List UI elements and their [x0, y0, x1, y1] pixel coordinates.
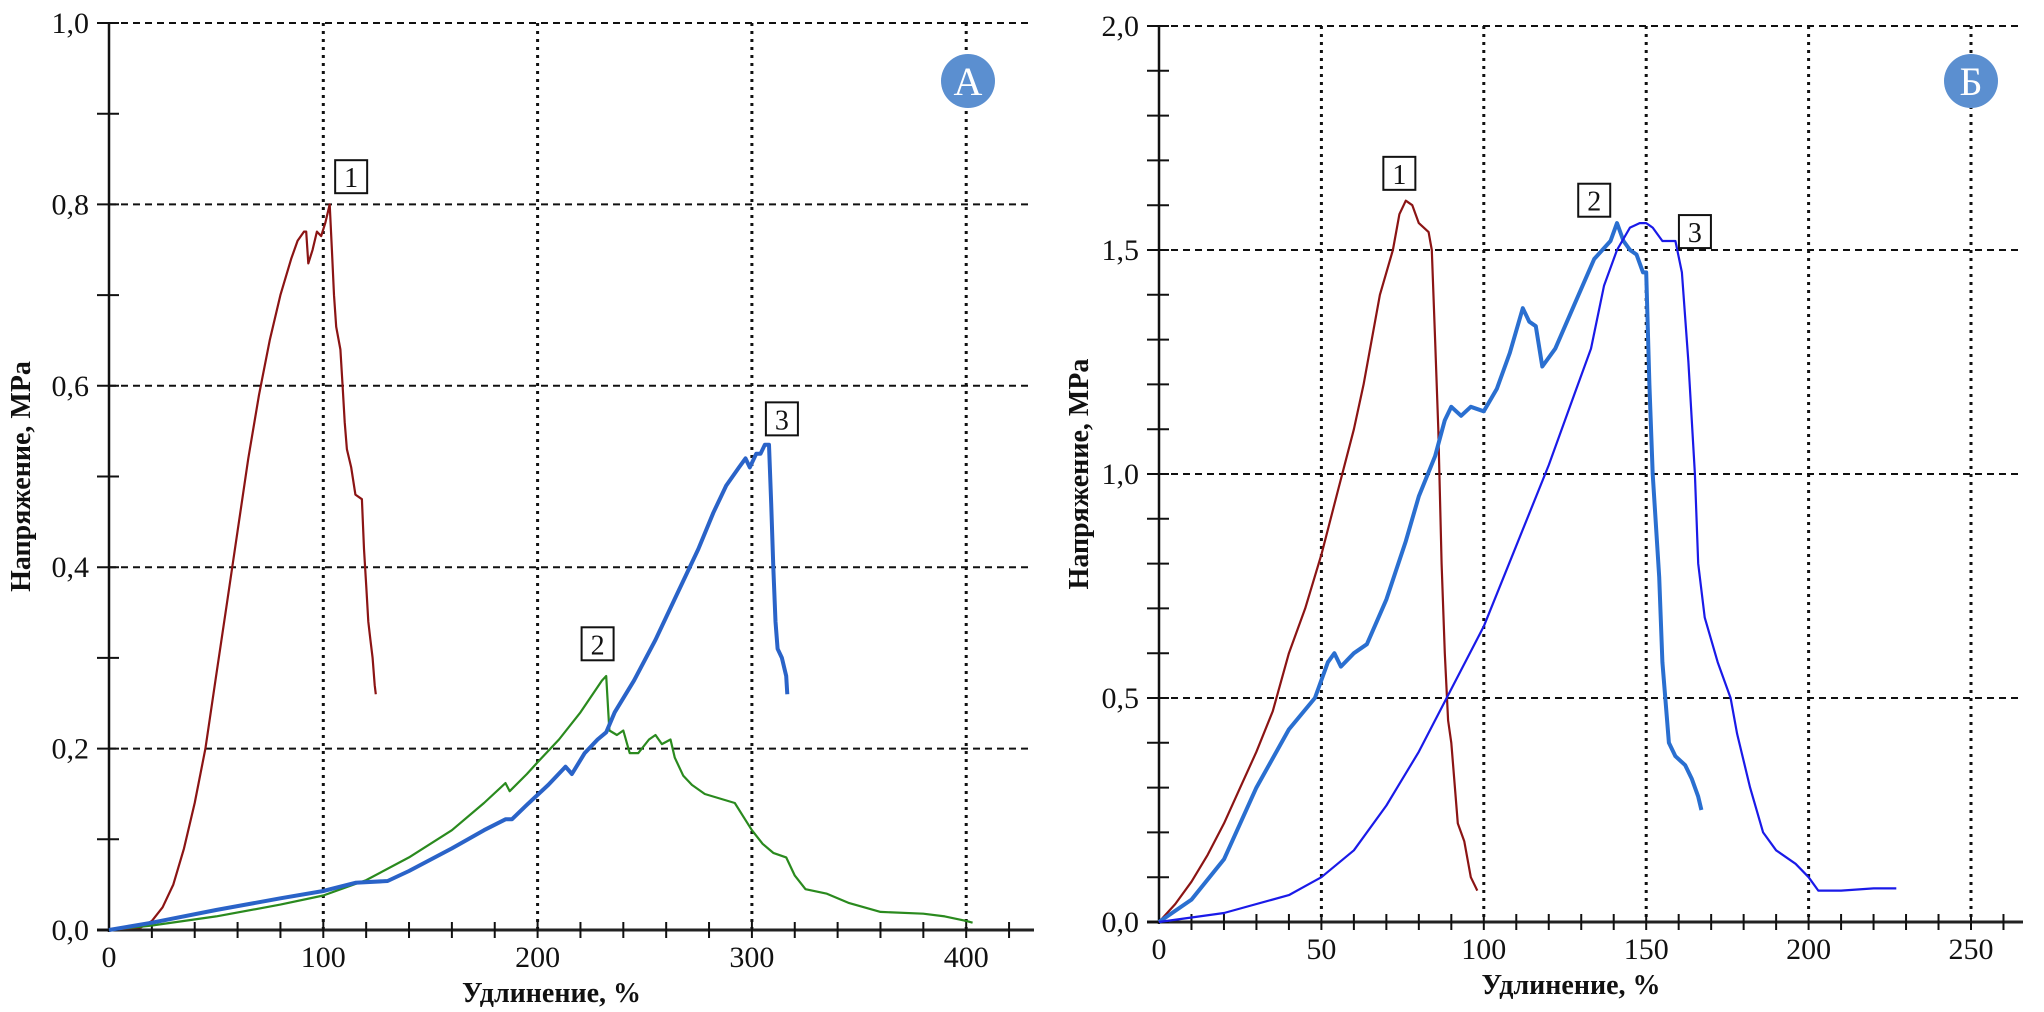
y-tick-label: 0,0 [52, 914, 90, 947]
x-tick-label: 200 [515, 941, 560, 974]
x-tick-label: 300 [729, 941, 774, 974]
y-tick-label: 2,0 [1102, 10, 1140, 43]
chart-panel-a: 0,0 0,2 0,4 0,6 0,8 1,0 0 100 200 300 400 Удлинение… [6, 7, 1034, 1009]
x-tick-label: 400 [944, 941, 989, 974]
y-axis-title: Напряжение, MPa [6, 361, 37, 592]
series-line-1 [1158, 199, 1479, 923]
series-label-text: 1 [1392, 160, 1406, 191]
y-tick-label: 1,5 [1102, 234, 1140, 267]
series-label-text: 1 [344, 163, 358, 194]
x-tick-label: 150 [1624, 933, 1669, 966]
series-label-3: 3 [764, 401, 799, 437]
series-line-2 [108, 674, 973, 932]
series-line-3 [1158, 222, 1897, 924]
series-label-1: 1 [334, 159, 369, 195]
grid [1159, 25, 2019, 922]
x-tick-label: 100 [301, 941, 346, 974]
panel-badge-circle [1944, 54, 1998, 108]
series-label-box [334, 159, 369, 195]
x-axis-title: Удлинение, % [1481, 970, 1660, 1001]
y-tick-label: 0,2 [52, 733, 90, 766]
y-tick-label: 0,8 [52, 188, 90, 221]
panel-badge-circle [941, 54, 995, 108]
x-tick-label: 50 [1306, 933, 1336, 966]
series-label-box [580, 626, 615, 662]
chart-panel-b: 0,0 0,5 1,0 1,5 2,0 0 50 100 150 200 250 Удлинение,… [1064, 10, 2023, 1001]
panel-badge: А [941, 54, 995, 108]
series-label-text: 3 [1688, 218, 1702, 249]
x-tick-label: 250 [1949, 933, 1994, 966]
series-label-3: 3 [1677, 214, 1712, 250]
y-axis-title: Напряжение, MPa [1064, 359, 1095, 590]
series-label-1: 1 [1382, 155, 1417, 191]
y-tick-label: 1,0 [52, 7, 90, 40]
series-label-box [764, 401, 799, 437]
panel-badge-letter: Б [1960, 59, 1983, 104]
panel-badge-letter: А [954, 59, 983, 104]
series-label-2: 2 [1577, 182, 1612, 218]
series-label-text: 2 [591, 630, 605, 661]
series-label-text: 2 [1587, 187, 1601, 218]
series-line-3 [108, 442, 790, 932]
series-label-box [1382, 155, 1417, 191]
series-line-1 [108, 203, 377, 932]
y-tick-label: 0,6 [52, 370, 90, 403]
y-tick-label: 0,0 [1102, 906, 1140, 939]
y-tick-label: 1,0 [1102, 458, 1140, 491]
x-tick-label: 200 [1786, 933, 1831, 966]
series-label-box [1677, 214, 1712, 250]
grid [109, 22, 1030, 930]
series-line-2 [1157, 221, 1704, 924]
x-tick-label: 0 [102, 941, 117, 974]
x-axis-title: Удлинение, % [462, 978, 641, 1009]
y-tick-label: 0,5 [1102, 682, 1140, 715]
panel-badge: Б [1944, 54, 1998, 108]
series-label-text: 3 [775, 405, 789, 436]
series-label-2: 2 [580, 626, 615, 662]
x-tick-label: 0 [1152, 933, 1167, 966]
y-tick-label: 0,4 [52, 551, 90, 584]
x-tick-label: 100 [1461, 933, 1506, 966]
series-label-box [1577, 182, 1612, 218]
